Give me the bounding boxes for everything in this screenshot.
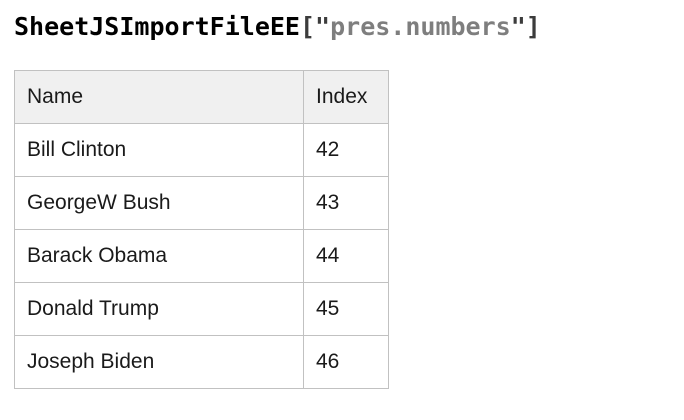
column-header-name: Name xyxy=(14,70,304,124)
cell-index: 46 xyxy=(303,335,389,389)
table-row: Joseph Biden 46 xyxy=(14,335,389,389)
table-header-row: Name Index xyxy=(14,70,389,124)
code-title-close-bracket: "] xyxy=(510,12,541,41)
table-row: Donald Trump 45 xyxy=(14,282,389,336)
table-header: Name Index xyxy=(14,70,389,124)
cell-index: 45 xyxy=(303,282,389,336)
presidents-table: Name Index Bill Clinton 42 GeorgeW Bush … xyxy=(14,70,389,389)
table-row: Bill Clinton 42 xyxy=(14,123,389,177)
page: SheetJSImportFileEE["pres.numbers"] Name… xyxy=(14,8,684,389)
cell-name: Bill Clinton xyxy=(14,123,304,177)
cell-name: Donald Trump xyxy=(14,282,304,336)
code-title-open-bracket: [" xyxy=(299,12,331,41)
code-title-object: SheetJSImportFileEE xyxy=(14,12,300,41)
cell-index: 43 xyxy=(303,176,389,230)
cell-name: GeorgeW Bush xyxy=(14,176,304,230)
cell-index: 44 xyxy=(303,229,389,283)
cell-name: Joseph Biden xyxy=(14,335,304,389)
column-header-index: Index xyxy=(303,70,389,124)
table-row: Barack Obama 44 xyxy=(14,229,389,283)
table-body: Bill Clinton 42 GeorgeW Bush 43 Barack O… xyxy=(14,123,389,389)
cell-name: Barack Obama xyxy=(14,229,304,283)
table-row: GeorgeW Bush 43 xyxy=(14,176,389,230)
cell-index: 42 xyxy=(303,123,389,177)
code-title: SheetJSImportFileEE["pres.numbers"] xyxy=(14,8,684,46)
code-title-string: pres.numbers xyxy=(330,12,511,41)
